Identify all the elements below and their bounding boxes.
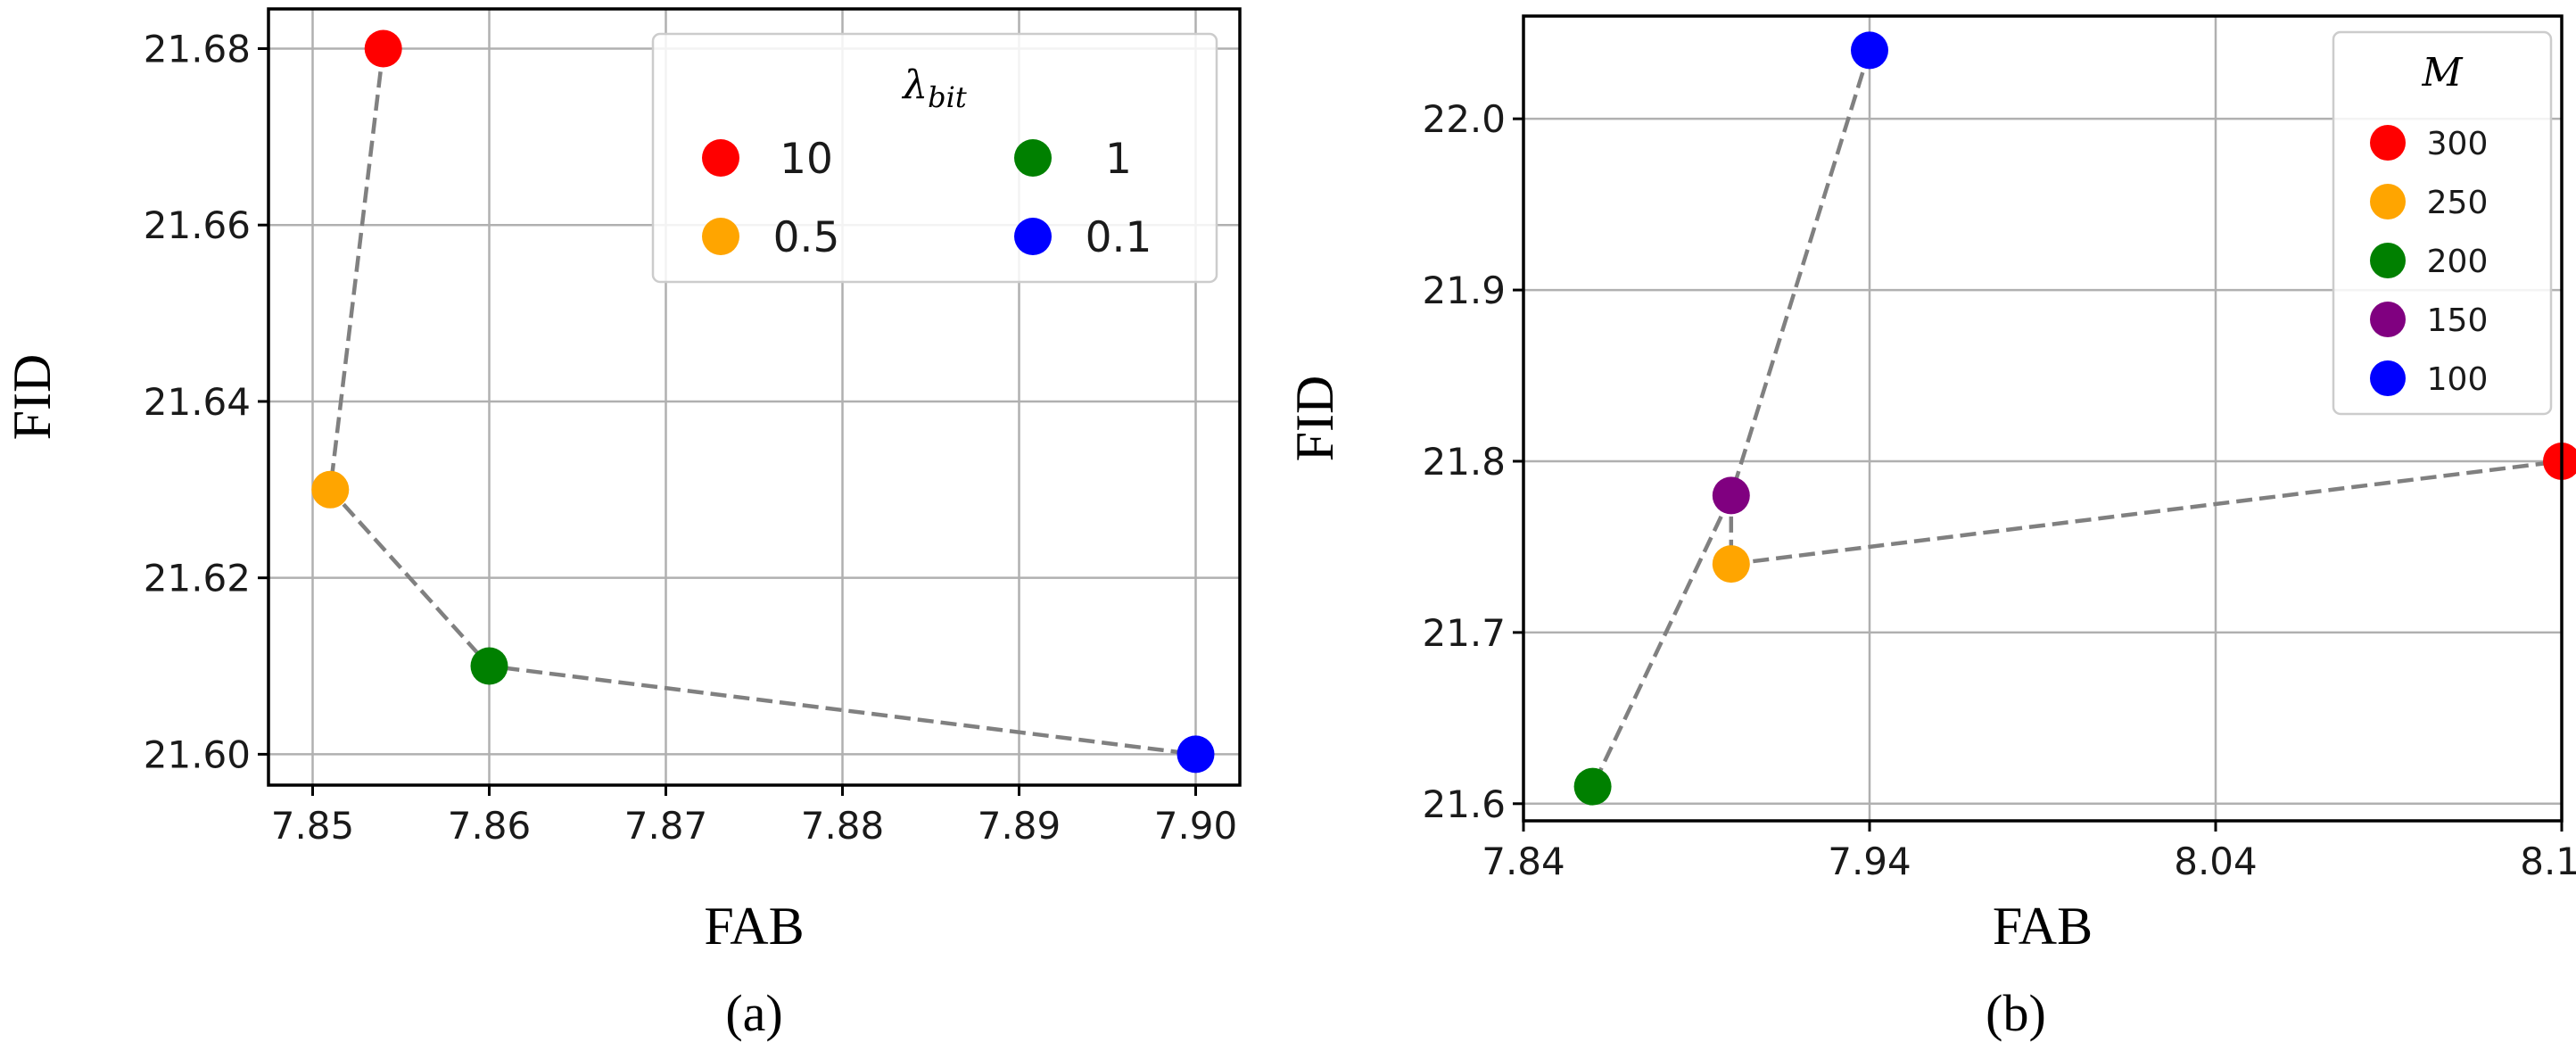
x-tick-label: 7.89	[978, 804, 1061, 848]
connector-line	[327, 48, 1196, 757]
panel-label: (a)	[725, 984, 782, 1042]
x-tick-label: 7.88	[801, 804, 885, 848]
legend-marker	[2370, 360, 2406, 396]
legend-marker	[2370, 184, 2406, 219]
legend-marker	[702, 218, 739, 255]
plot-frame	[267, 7, 1242, 787]
chart-panel-b: 7.84 7.94 8.04 8.14 21.6 21.7 21.8 21.9 22.0 M 300…	[1285, 14, 2576, 1042]
data-point-250	[1712, 545, 1750, 583]
data-point-0.5	[311, 470, 350, 509]
x-tick-label: 7.86	[448, 804, 532, 848]
legend-entry-label: 150	[2427, 302, 2489, 339]
data-point-1	[470, 647, 508, 685]
x-tick-label: 8.04	[2174, 840, 2258, 883]
legend-entry-label: 300	[2427, 126, 2489, 162]
y-tick-label: 22.0	[1422, 97, 1506, 141]
y-tick-label: 21.66	[144, 203, 251, 247]
legend-marker	[702, 139, 739, 177]
x-tick-label: 8.14	[2520, 840, 2576, 883]
y-tick-label: 21.8	[1422, 440, 1506, 484]
data-point-100	[1851, 31, 1888, 70]
panel-label: (b)	[1986, 984, 2046, 1042]
legend-marker	[2370, 125, 2406, 161]
data-point-150	[1712, 476, 1750, 515]
legend-marker	[2370, 243, 2406, 278]
connector-line	[1590, 494, 1733, 788]
data-point-10	[364, 29, 402, 68]
legend-entry-label: 250	[2427, 185, 2489, 221]
x-tick-label: 7.85	[271, 804, 355, 848]
x-tick-label: 7.84	[1482, 840, 1565, 883]
legend-entry-label: 0.1	[1086, 213, 1152, 262]
legend-entry-label: 0.5	[773, 213, 840, 262]
legend-marker	[1014, 139, 1052, 177]
x-axis-label: FAB	[704, 897, 804, 956]
plot-frame	[1522, 14, 2564, 823]
legend-entry-label: 100	[2427, 361, 2489, 398]
y-tick-label: 21.68	[144, 27, 251, 70]
y-axis-label: FID	[1285, 376, 1344, 462]
x-axis-label: FAB	[1993, 897, 2093, 956]
legend: λbit 10 1 0.5 0.1	[651, 32, 1218, 284]
chart-panel-a: 7.85 7.86 7.87 7.88 7.89 7.90 21.60 21.62 21.64 2…	[3, 7, 1242, 1042]
legend-entry-label: 1	[1105, 135, 1132, 184]
y-tick-label: 21.7	[1422, 611, 1506, 655]
legend: M 300 250 200 150 100	[2332, 30, 2553, 416]
y-tick-label: 21.9	[1422, 269, 1506, 312]
legend-title: M	[2421, 50, 2463, 95]
data-point-0.1	[1177, 735, 1215, 774]
legend-marker	[1014, 218, 1052, 255]
x-tick-label: 7.90	[1154, 804, 1238, 848]
y-tick-label: 21.64	[144, 380, 251, 424]
x-tick-label: 7.94	[1828, 840, 1911, 883]
legend-entry-label: 10	[780, 135, 833, 184]
data-point-300	[2543, 442, 2576, 480]
legend-box	[651, 32, 1218, 284]
connector-line	[1729, 49, 2563, 567]
data-point-200	[1573, 767, 1612, 806]
legend-title: λbit	[901, 62, 967, 114]
legend-marker	[2370, 302, 2406, 337]
y-tick-label: 21.62	[144, 557, 251, 600]
legend-entry-label: 200	[2427, 244, 2489, 280]
y-tick-label: 21.60	[144, 732, 251, 776]
x-tick-label: 7.87	[624, 804, 708, 848]
y-tick-label: 21.6	[1422, 782, 1506, 826]
y-axis-label: FID	[3, 354, 62, 441]
